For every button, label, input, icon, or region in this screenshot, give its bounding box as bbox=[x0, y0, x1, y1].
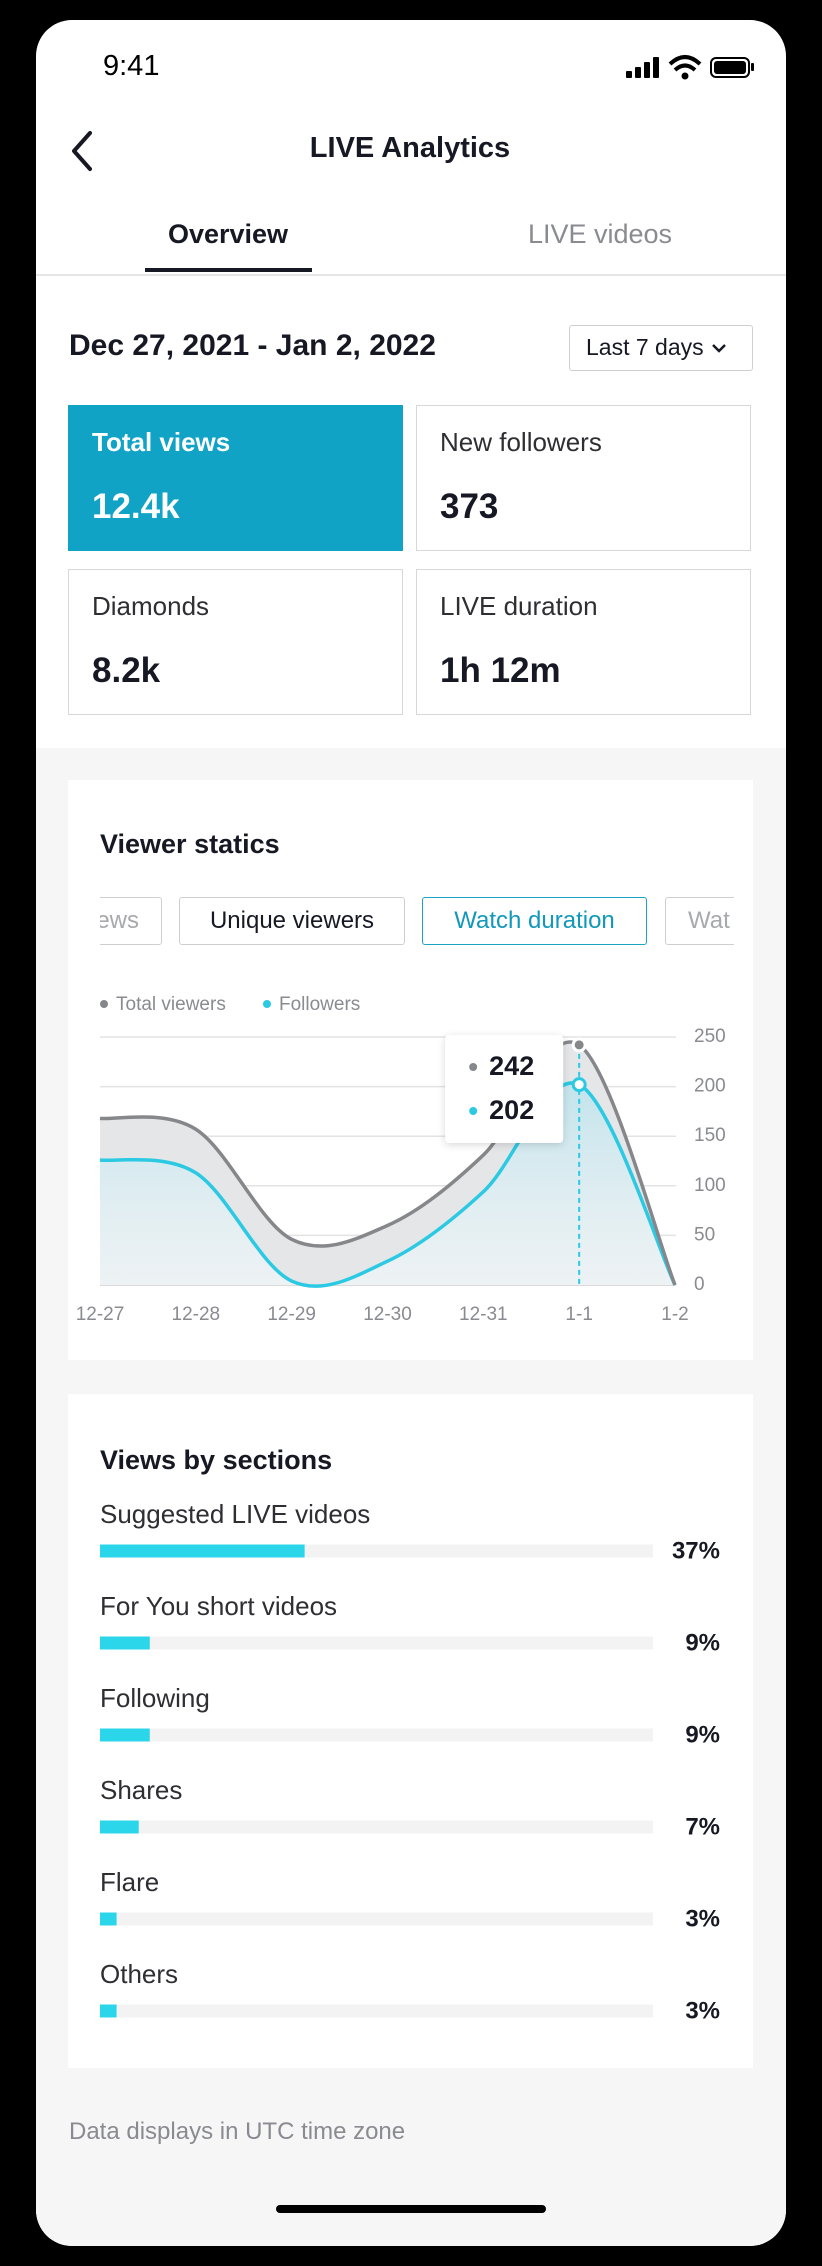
battery-icon bbox=[710, 57, 750, 78]
metric-label: LIVE duration bbox=[440, 591, 598, 621]
tab[interactable]: Overview bbox=[167, 219, 289, 249]
y-tick-label: 200 bbox=[694, 1076, 726, 1097]
signal-bar bbox=[653, 57, 659, 78]
wifi-icon bbox=[668, 55, 702, 66]
y-tick-label: 150 bbox=[694, 1125, 726, 1146]
metric-card[interactable] bbox=[68, 405, 403, 551]
bar-track bbox=[100, 2004, 653, 2018]
range-selector-label: Last 7 days bbox=[586, 334, 704, 360]
y-tick-label: 50 bbox=[694, 1224, 715, 1245]
range-selector[interactable]: Last 7 days bbox=[569, 325, 753, 371]
metric-label: Total views bbox=[92, 427, 231, 457]
bar bbox=[100, 1544, 305, 1558]
y-tick-label: 250 bbox=[694, 1026, 726, 1047]
metric-card[interactable] bbox=[416, 405, 751, 551]
x-tick-label: 12-27 bbox=[76, 1304, 125, 1325]
bar-value-label: 7% bbox=[685, 1813, 720, 1840]
tooltip-box bbox=[445, 1035, 564, 1143]
status-icons bbox=[626, 55, 754, 80]
legend-label: Total viewers bbox=[116, 994, 226, 1015]
bar-value-label: 9% bbox=[685, 1721, 720, 1748]
line bbox=[99, 1040, 677, 1286]
chart-title: Viewer statics bbox=[100, 829, 280, 859]
bar bbox=[100, 1636, 150, 1650]
section-label: Suggested LIVE videos bbox=[100, 1499, 370, 1529]
bar-value-label: 3% bbox=[685, 1905, 720, 1932]
line bbox=[99, 1081, 677, 1288]
battery-level bbox=[714, 61, 746, 74]
bar-value-label: 3% bbox=[685, 1997, 720, 2024]
page-title: LIVE Analytics bbox=[309, 132, 511, 164]
metric-label: New followers bbox=[440, 427, 602, 457]
wifi-icon bbox=[673, 63, 697, 72]
bar-value-label: 9% bbox=[685, 1629, 720, 1656]
wifi-icon bbox=[681, 72, 689, 80]
bar bbox=[100, 1820, 139, 1834]
back-button[interactable] bbox=[64, 126, 104, 176]
chip-row: ews Unique viewers Watch duration Wat bbox=[100, 897, 734, 945]
dropdown-chevron bbox=[711, 344, 726, 353]
y-tick-label: 100 bbox=[694, 1175, 726, 1196]
metric-label: Diamonds bbox=[92, 591, 210, 621]
tab-underline bbox=[145, 268, 312, 272]
footnote: Data displays in UTC time zone bbox=[69, 2118, 406, 2145]
filter-chip[interactable]: Wat bbox=[665, 897, 734, 945]
metric-value: 1h 12m bbox=[440, 651, 561, 690]
bar-track bbox=[100, 1820, 653, 1834]
y-tick-label: 0 bbox=[694, 1274, 705, 1295]
tooltip-value: 242 bbox=[489, 1051, 534, 1081]
tooltip-dot bbox=[469, 1063, 478, 1071]
legend-label: Followers bbox=[279, 994, 360, 1015]
filter-chip[interactable]: Unique viewers bbox=[179, 897, 405, 945]
metric-value: 8.2k bbox=[92, 651, 161, 690]
bar bbox=[100, 1728, 150, 1742]
section-label: Following bbox=[100, 1683, 210, 1713]
highlight-point bbox=[571, 1037, 587, 1053]
x-tick-label: 12-31 bbox=[459, 1304, 508, 1325]
status-time: 9:41 bbox=[103, 50, 160, 82]
date-range: Dec 27, 2021 - Jan 2, 2022 bbox=[69, 329, 436, 362]
filter-chip[interactable]: Watch duration bbox=[422, 897, 647, 945]
sections-title: Views by sections bbox=[100, 1445, 332, 1475]
x-tick-label: 12-29 bbox=[267, 1304, 316, 1325]
legend-dot bbox=[100, 1000, 108, 1008]
signal-bar bbox=[644, 62, 650, 78]
signal-bar bbox=[635, 67, 641, 78]
signal-bar bbox=[626, 71, 632, 78]
x-tick-label: 1-2 bbox=[661, 1304, 688, 1325]
bar-track bbox=[100, 1636, 653, 1650]
filter-chip[interactable]: ews bbox=[100, 897, 162, 945]
tab[interactable]: LIVE videos bbox=[527, 219, 673, 249]
section-label: Others bbox=[100, 1959, 178, 1989]
tooltip-dot bbox=[469, 1107, 478, 1115]
metric-value: 373 bbox=[440, 487, 499, 526]
section-label: For You short videos bbox=[100, 1591, 337, 1621]
tooltip-value: 202 bbox=[489, 1095, 534, 1125]
legend-dot bbox=[263, 1000, 271, 1008]
tab-divider bbox=[36, 274, 786, 276]
metric-value: 12.4k bbox=[92, 487, 180, 526]
metric-card[interactable] bbox=[416, 569, 751, 715]
bar-track bbox=[100, 1912, 653, 1926]
bar-value-label: 37% bbox=[672, 1537, 720, 1564]
bar-track bbox=[100, 1728, 653, 1742]
highlight-point bbox=[571, 1077, 587, 1093]
home-indicator bbox=[276, 2205, 546, 2213]
x-tick-label: 12-28 bbox=[172, 1304, 221, 1325]
battery-tip bbox=[751, 63, 754, 71]
bar bbox=[100, 1912, 117, 1926]
x-tick-label: 1-1 bbox=[565, 1304, 592, 1325]
metric-card[interactable] bbox=[68, 569, 403, 715]
bar bbox=[100, 2004, 117, 2018]
x-tick-label: 12-30 bbox=[363, 1304, 412, 1325]
section-label: Shares bbox=[100, 1775, 182, 1805]
section-label: Flare bbox=[100, 1867, 159, 1897]
